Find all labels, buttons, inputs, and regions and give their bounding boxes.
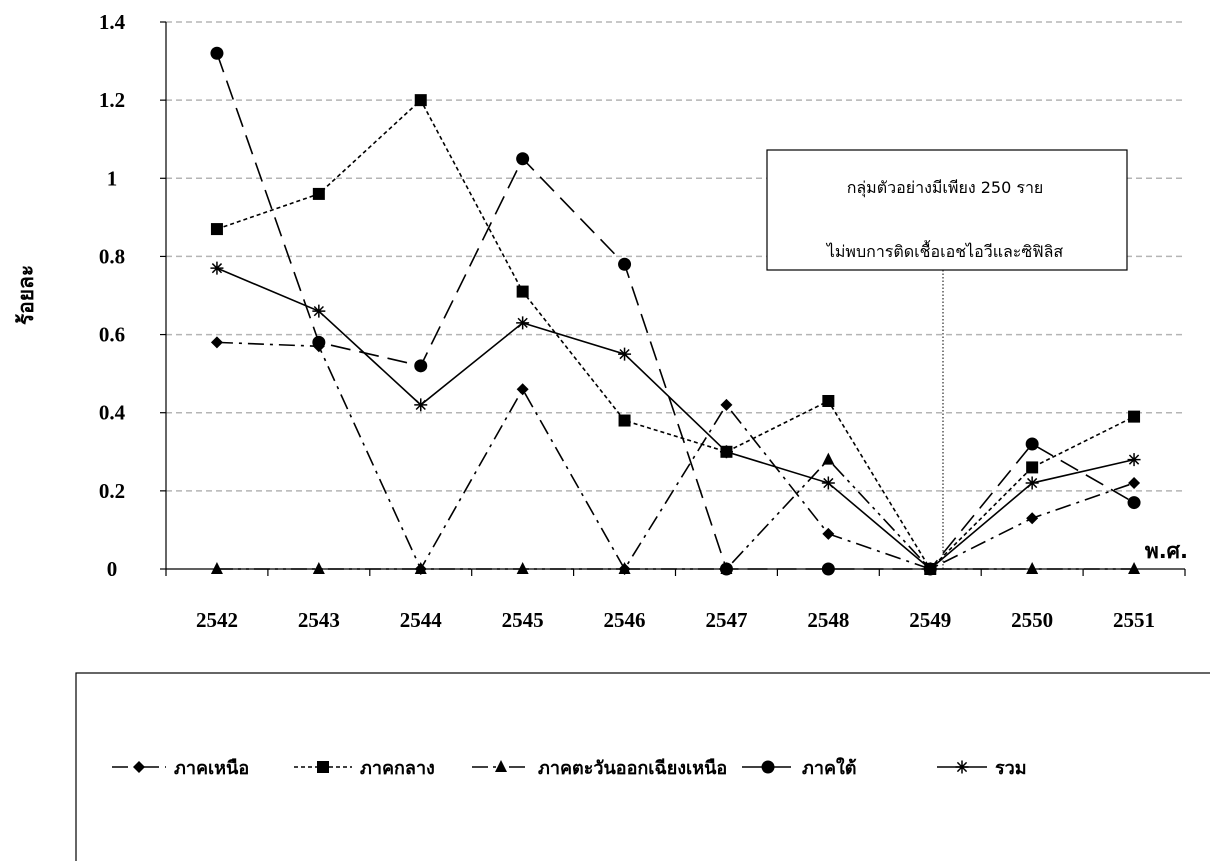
data-point — [516, 285, 529, 298]
data-point — [1025, 437, 1039, 451]
series-1 — [210, 336, 1141, 575]
data-point — [719, 562, 733, 576]
y-tick-label: 1.4 — [99, 10, 126, 34]
y-tick-labels: 0 0.2 0.4 0.6 0.8 1 1.2 1.4 — [99, 10, 126, 581]
legend-marker — [133, 761, 145, 773]
annotation-line-2: ไม่พบการติดเชื้อเอชไอวีและซิฟิลิส — [825, 240, 1064, 261]
x-tick-label: 2544 — [400, 608, 443, 632]
data-point — [210, 261, 224, 275]
data-point — [618, 562, 631, 574]
series-group — [210, 46, 1141, 576]
data-point — [1025, 476, 1039, 490]
legend: ภาคเหนือ ภาคกลาง ภาคตะวันออกเฉียงเหนือ ภาคใ… — [75, 672, 1210, 861]
data-point — [516, 152, 530, 166]
legend-marker — [761, 760, 775, 774]
x-tick-label: 2545 — [502, 608, 544, 632]
x-tick-label: 2543 — [298, 608, 340, 632]
data-point — [210, 46, 224, 60]
legend-item-1: ภาคเหนือ — [112, 758, 249, 779]
data-point — [618, 414, 631, 427]
data-point — [822, 394, 835, 407]
y-tick-label: 0.6 — [99, 323, 125, 347]
x-tick-labels: 2542 2543 2544 2545 2546 2547 2548 2549 2550 2551 — [196, 608, 1155, 632]
series-4 — [210, 46, 1141, 576]
data-point — [1128, 477, 1141, 490]
data-point — [312, 304, 326, 318]
data-point — [719, 445, 733, 459]
legend-item-3: ภาคตะวันออกเฉียงเหนือ — [472, 758, 727, 779]
legend-marker — [317, 761, 329, 773]
data-point — [821, 562, 835, 576]
y-tick-label: 1.2 — [99, 88, 125, 112]
x-tick-label: 2551 — [1113, 608, 1155, 632]
legend-box — [75, 672, 1210, 861]
data-point — [414, 359, 428, 373]
series-3 — [210, 452, 1141, 574]
data-point — [210, 223, 223, 236]
x-tick-label: 2550 — [1011, 608, 1053, 632]
annotation: กลุ่มตัวอย่างมีเพียง 250 ราย ไม่พบการติด… — [766, 149, 1128, 569]
legend-item-5: รวม — [937, 758, 1027, 779]
y-tick-label: 0.8 — [99, 244, 125, 268]
y-tick-label: 0.4 — [99, 401, 126, 425]
x-tick-label: 2548 — [807, 608, 849, 632]
data-point — [312, 335, 326, 349]
x-axis-label: พ.ศ. — [1145, 539, 1188, 563]
data-point — [1127, 496, 1141, 510]
data-point — [516, 316, 530, 330]
y-tick-label: 0.2 — [99, 479, 125, 503]
data-point — [822, 452, 835, 465]
legend-marker — [955, 760, 969, 774]
series-line — [216, 267, 1135, 571]
data-point — [210, 562, 223, 574]
series-5 — [210, 261, 1141, 576]
y-tick-label: 0 — [107, 557, 118, 581]
annotation-box — [766, 149, 1128, 271]
legend-label: รวม — [995, 758, 1027, 779]
data-point — [516, 383, 529, 396]
series-line — [216, 52, 1135, 570]
legend-item-4: ภาคใต้ — [742, 757, 857, 779]
legend-label: ภาคใต้ — [802, 757, 857, 779]
y-tick-label: 1 — [107, 166, 118, 190]
x-tick-label: 2549 — [909, 608, 951, 632]
legend-label: ภาคตะวันออกเฉียงเหนือ — [538, 758, 727, 779]
data-point — [1026, 461, 1039, 474]
x-tick-label: 2547 — [705, 608, 747, 632]
data-point — [210, 336, 223, 349]
data-point — [923, 562, 937, 576]
data-point — [1128, 410, 1141, 423]
data-point — [312, 562, 325, 574]
data-point — [414, 94, 427, 107]
data-point — [414, 562, 427, 574]
x-tick-label: 2542 — [196, 608, 238, 632]
legend-item-2: ภาคกลาง — [294, 758, 435, 779]
data-point — [720, 398, 733, 411]
series-line — [216, 98, 1135, 571]
data-point — [1128, 562, 1141, 574]
data-point — [414, 398, 428, 412]
data-point — [516, 562, 529, 574]
data-point — [1026, 512, 1039, 525]
data-point — [618, 347, 632, 361]
legend-marker — [495, 760, 507, 772]
legend-label: ภาคกลาง — [360, 758, 435, 779]
series-line — [216, 341, 1135, 571]
x-tick-label: 2546 — [604, 608, 646, 632]
data-point — [822, 527, 835, 540]
data-point — [821, 476, 835, 490]
data-point — [618, 257, 632, 271]
data-point — [1127, 453, 1141, 467]
legend-label: ภาคเหนือ — [174, 758, 249, 779]
annotation-line-1: กลุ่มตัวอย่างมีเพียง 250 ราย — [847, 178, 1044, 198]
data-point — [312, 187, 325, 200]
y-axis-label: ร้อยละ — [14, 265, 38, 325]
data-point — [1026, 562, 1039, 574]
series-line — [216, 458, 1135, 570]
